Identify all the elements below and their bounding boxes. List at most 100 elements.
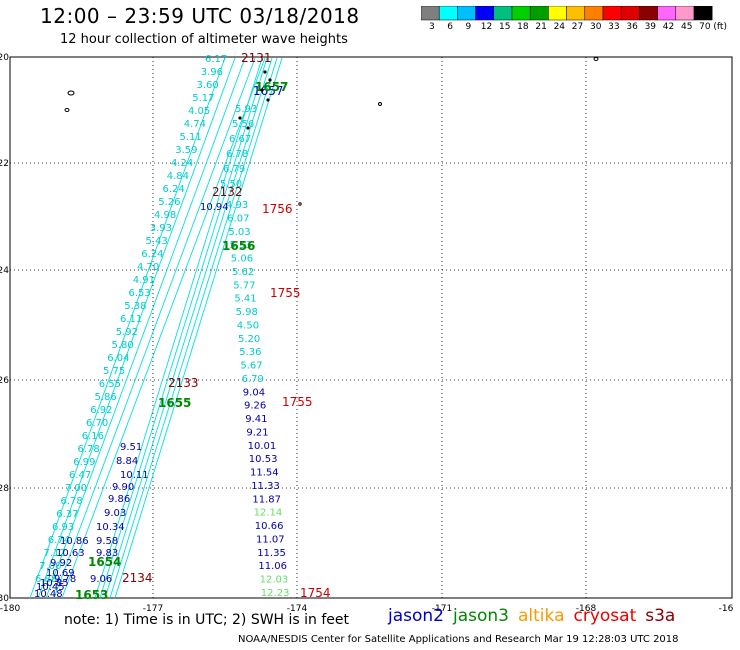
island-outline: [298, 202, 302, 206]
track-point: [263, 70, 267, 74]
y-tick-label: -24: [0, 266, 9, 276]
page-title: 12:00 – 23:59 UTC 03/18/2018: [40, 4, 360, 28]
swh-value-right: 9.21: [246, 427, 268, 438]
swh-value-right: 5.98: [236, 307, 258, 318]
color-scale-label: 21: [535, 22, 547, 32]
s3a-time-label: 2132: [212, 185, 243, 199]
swh-value-left: 6.70: [86, 418, 108, 429]
x-tick-label: -168: [576, 604, 597, 614]
swh-value-right: 10.01: [248, 441, 277, 452]
color-scale-label: 24: [553, 22, 566, 32]
track-point: [238, 116, 242, 120]
y-tick-label: -22: [0, 159, 9, 169]
swh-value-left: 4.24: [171, 158, 193, 169]
swh-value-left: 6.24: [163, 184, 185, 195]
swh-value-mid: 10.69: [46, 568, 75, 579]
island-outline: [378, 102, 382, 106]
swh-value-mid: 10.48: [34, 589, 63, 600]
map-frame: [9, 56, 733, 599]
x-tick-label: -180: [0, 604, 20, 614]
axis-ticks: -180 -177 -174 -171 -168 -16 -20 -22 -24 -26 -28 -3…: [0, 53, 734, 614]
swh-value-left: 6.11: [120, 314, 142, 325]
s3a-time-label: 2134: [122, 571, 153, 585]
island-outline: [593, 57, 599, 61]
color-scale-label: 3: [429, 22, 435, 32]
swh-value-left: 6.53: [129, 288, 151, 299]
swh-value-left: 6.17: [205, 54, 227, 65]
swh-value-mid: 9.03: [104, 508, 126, 519]
swh-value-right: 10.53: [249, 454, 278, 465]
jason3-time-label: 1656: [222, 239, 255, 253]
color-scale-bar: [421, 6, 713, 21]
swh-value-left: 3.59: [175, 145, 197, 156]
swh-value-mid: 9.78: [54, 574, 76, 585]
color-scale-label: 42: [662, 22, 675, 32]
swh-value-left: 6.16: [82, 431, 104, 442]
swh-value-left: 4.05: [188, 106, 210, 117]
island-outline: [64, 108, 70, 112]
swh-value-left: 6.78: [61, 496, 83, 507]
legend-jason2: jason2: [388, 606, 444, 626]
swh-value-mid: 10.34: [96, 522, 125, 533]
swh-value-mid: 9.92: [50, 558, 72, 569]
swh-value-mid: 9.90: [112, 482, 134, 493]
footer-credit: NOAA/NESDIS Center for Satellite Applica…: [238, 634, 679, 645]
map-grid: [9, 56, 733, 599]
swh-value-left: 5.38: [124, 301, 146, 312]
swh-value-right: 4.50: [237, 320, 259, 331]
color-scale-label: 9: [465, 22, 472, 32]
swh-value-left: 6.55: [99, 379, 121, 390]
y-tick-label: -30: [0, 594, 9, 604]
swh-value-left: 6.92: [90, 405, 112, 416]
swh-value-left: 6.04: [107, 353, 129, 364]
swh-value-right: 6.67: [229, 134, 251, 145]
color-scale-labels: 3 6 9 12 15 18 21 24 27 30 33 36 39 42 45 70 (ft): [421, 22, 740, 36]
swh-value-right: 6.79: [242, 374, 264, 385]
color-scale-label: 39: [644, 22, 657, 32]
swh-value-right: 5.77: [233, 280, 255, 291]
swath-line-mid: [104, 57, 273, 599]
swh-value-right: 5.93: [235, 104, 257, 115]
swh-value-right: 5.50: [220, 179, 242, 190]
swh-value-left: 5.17: [192, 93, 214, 104]
swh-value-left: 6.47: [69, 470, 91, 481]
swh-value-mid: 9.58: [96, 536, 118, 547]
color-scale-label: 70: [699, 22, 711, 32]
swh-value-right: 11.33: [251, 481, 280, 492]
swh-value-left: 7.12: [44, 548, 66, 559]
swh-value-left: 6.93: [52, 522, 74, 533]
swh-value-left: 5.92: [116, 327, 138, 338]
swh-value-mid: 10.94: [200, 202, 229, 213]
swh-value-left: 3.60: [197, 80, 219, 91]
jason2-time-label: 1754: [300, 586, 331, 600]
swh-value-right: 12.14: [254, 508, 283, 519]
swh-value-right: 5.67: [240, 361, 262, 372]
swh-value-mid: 10.85: [40, 578, 69, 589]
jason2-time-label: 1755: [270, 286, 301, 300]
swh-value-left: 5.80: [112, 340, 134, 351]
track-point: [260, 88, 264, 92]
swh-value-right: 6.07: [227, 213, 249, 224]
swh-value-mid: 9.83: [96, 548, 118, 559]
swh-value-right: 5.06: [231, 254, 253, 265]
legend-jason3: jason3: [453, 606, 509, 626]
color-scale-label: 27: [571, 22, 584, 32]
color-swatch-70: [693, 6, 713, 21]
swh-value-right: 5.20: [238, 334, 260, 345]
y-tick-label: -28: [0, 484, 9, 494]
swh-value-right: 11.87: [252, 494, 281, 505]
track-point: [268, 78, 272, 82]
legend-altika: altika: [518, 606, 565, 626]
swath-line-left: [29, 57, 226, 599]
swath-line-left: [45, 57, 246, 599]
swh-value-right: 9.04: [243, 387, 265, 398]
swh-value-left: 5.86: [95, 392, 117, 403]
island-outlines: [64, 57, 599, 206]
swh-value-right: 5.03: [228, 227, 250, 238]
swh-value-mid: 10.11: [120, 470, 149, 481]
swh-value-right: 11.07: [256, 534, 285, 545]
swh-value-right: 6.79: [223, 164, 245, 175]
track-point: [266, 98, 270, 102]
color-scale-label: 6: [447, 22, 453, 32]
swh-value-right: 11.54: [250, 468, 279, 479]
